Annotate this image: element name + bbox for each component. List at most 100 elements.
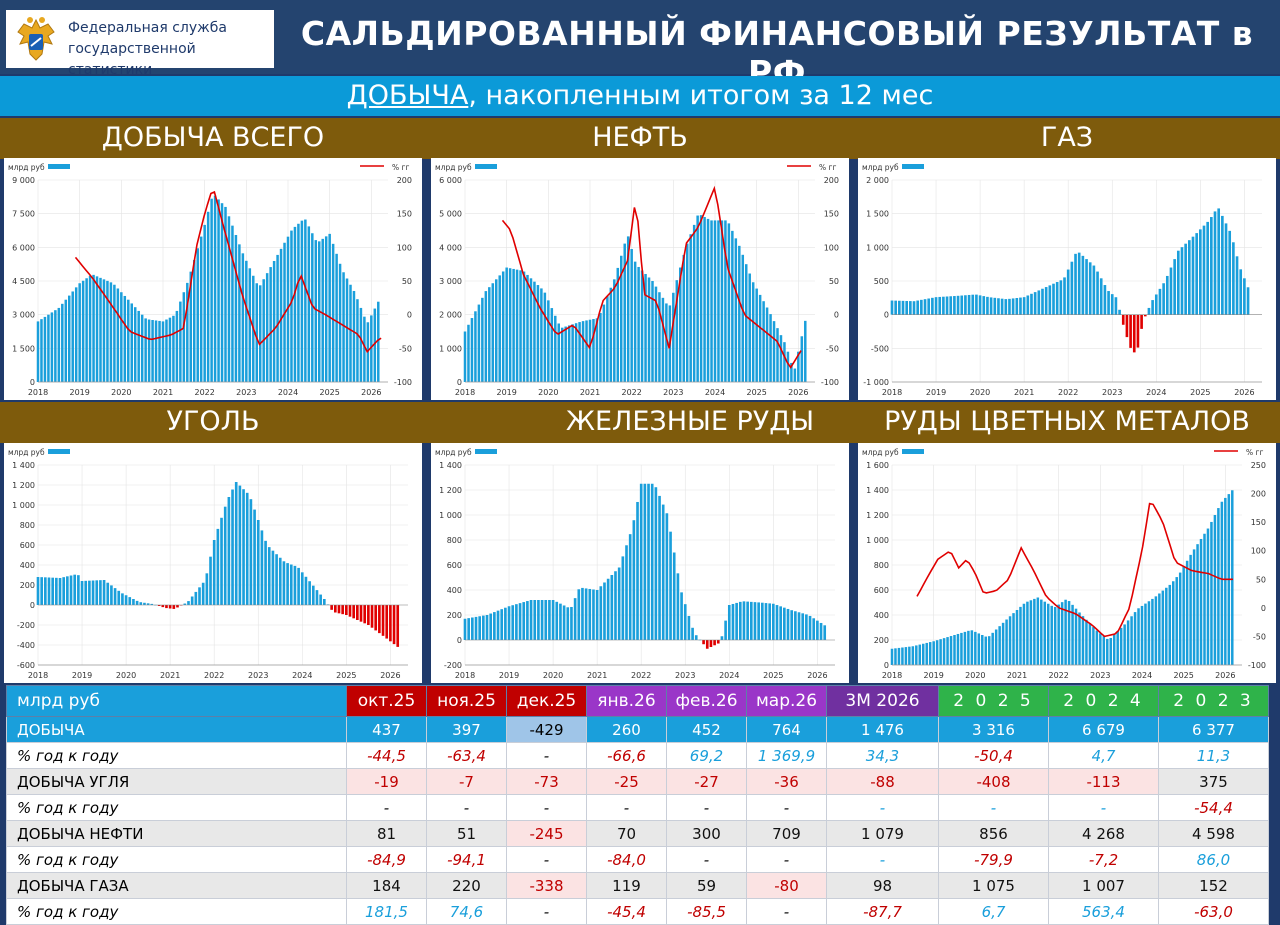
bar — [1116, 631, 1119, 665]
bar — [258, 285, 262, 382]
bar — [209, 556, 212, 605]
bar — [738, 245, 741, 382]
bar — [57, 307, 61, 382]
bar — [1110, 294, 1114, 315]
bar — [477, 304, 481, 382]
y-tick-label: 0 — [457, 636, 462, 645]
bar — [507, 606, 511, 640]
bar — [911, 646, 915, 665]
section-bar-top: ДОБЫЧА ВСЕГО НЕФТЬ ГАЗ — [0, 118, 1280, 159]
bar — [69, 575, 73, 605]
bar — [772, 603, 775, 640]
bar — [137, 310, 140, 382]
bar — [212, 540, 216, 605]
section-title-nonferrous: РУДЫ ЦВЕТНЫХ МЕТАЛОВ — [884, 406, 1250, 437]
bar — [348, 605, 352, 617]
bar — [47, 314, 50, 382]
bar — [1232, 242, 1235, 315]
bar — [994, 629, 998, 665]
bar — [150, 603, 154, 605]
bar — [909, 301, 912, 315]
bar — [1103, 285, 1107, 315]
legend-line-label: % гг — [819, 163, 836, 172]
bar — [808, 615, 812, 640]
bar — [282, 561, 286, 605]
bar — [753, 602, 757, 640]
bar — [1195, 233, 1198, 315]
bar — [661, 504, 665, 640]
bar — [179, 301, 182, 382]
bar — [161, 605, 165, 608]
bar — [963, 631, 967, 665]
bar — [928, 642, 932, 665]
bar — [196, 248, 199, 382]
bar — [1140, 314, 1143, 329]
x-tick-label: 2024 — [1132, 671, 1152, 680]
x-tick-label: 2021 — [160, 671, 180, 680]
bar — [710, 220, 713, 382]
table-cell: 709 — [746, 820, 827, 847]
legend-bar-label: млрд руб — [862, 448, 899, 457]
bar — [757, 602, 760, 640]
x-tick-label: 2022 — [194, 388, 214, 397]
table-cell: -63,0 — [1158, 898, 1269, 925]
bar — [1055, 282, 1059, 315]
bar — [133, 307, 137, 382]
bar — [550, 308, 554, 382]
bar — [121, 593, 124, 605]
bar — [68, 295, 71, 382]
bar — [1224, 497, 1227, 665]
bar — [890, 300, 894, 315]
x-tick-label: 2025 — [319, 388, 339, 397]
bar — [981, 635, 984, 665]
rosstat-logo: Федеральная служба государственной стати… — [6, 10, 274, 78]
bar — [1057, 604, 1060, 665]
bar — [570, 606, 573, 640]
y-tick-label: 400 — [447, 586, 462, 595]
bar — [984, 636, 987, 665]
bar — [971, 294, 975, 315]
x-tick-label: 2022 — [1058, 388, 1078, 397]
section-title-iron: ЖЕЛЕЗНЫЕ РУДЫ — [565, 406, 815, 437]
y-tick-label: -200 — [444, 661, 462, 670]
bar — [50, 312, 54, 382]
bar — [123, 295, 127, 382]
table-cell: - — [666, 794, 747, 821]
bar — [676, 573, 680, 640]
bar — [1151, 300, 1154, 315]
bar — [73, 574, 77, 605]
bar — [623, 243, 626, 382]
bar — [797, 351, 800, 382]
bar — [493, 612, 496, 640]
bar — [894, 300, 897, 315]
bar — [1019, 606, 1022, 665]
y2-tick-label: -100 — [394, 378, 412, 387]
bar — [982, 296, 986, 315]
table-cell: - — [746, 846, 827, 873]
table-cell: - — [426, 794, 507, 821]
bar — [998, 626, 1001, 665]
bar — [113, 588, 117, 605]
bar — [389, 605, 392, 642]
y-tick-label: 1 400 — [866, 486, 889, 495]
bar — [374, 605, 378, 631]
y2-tick-label: 200 — [1251, 490, 1266, 499]
bar — [920, 299, 923, 315]
bar — [66, 576, 69, 605]
bar — [1180, 247, 1184, 315]
bar — [314, 240, 318, 382]
bar — [636, 501, 639, 640]
table-cell: -50,4 — [938, 742, 1049, 769]
bar — [467, 618, 470, 640]
x-tick-label: 2021 — [1007, 671, 1027, 680]
bar — [967, 630, 970, 665]
bar — [526, 601, 529, 640]
bar — [557, 323, 560, 382]
bar — [1203, 533, 1206, 665]
bar — [974, 631, 977, 665]
bar — [779, 606, 782, 640]
bar — [220, 203, 224, 382]
subtitle-link[interactable]: ДОБЫЧА — [346, 80, 469, 111]
chart-oil: млрд руб % гг 0 1 000 2 000 3 000 4 000 5 000 6 … — [435, 163, 839, 397]
legend-bar-swatch — [48, 449, 70, 454]
